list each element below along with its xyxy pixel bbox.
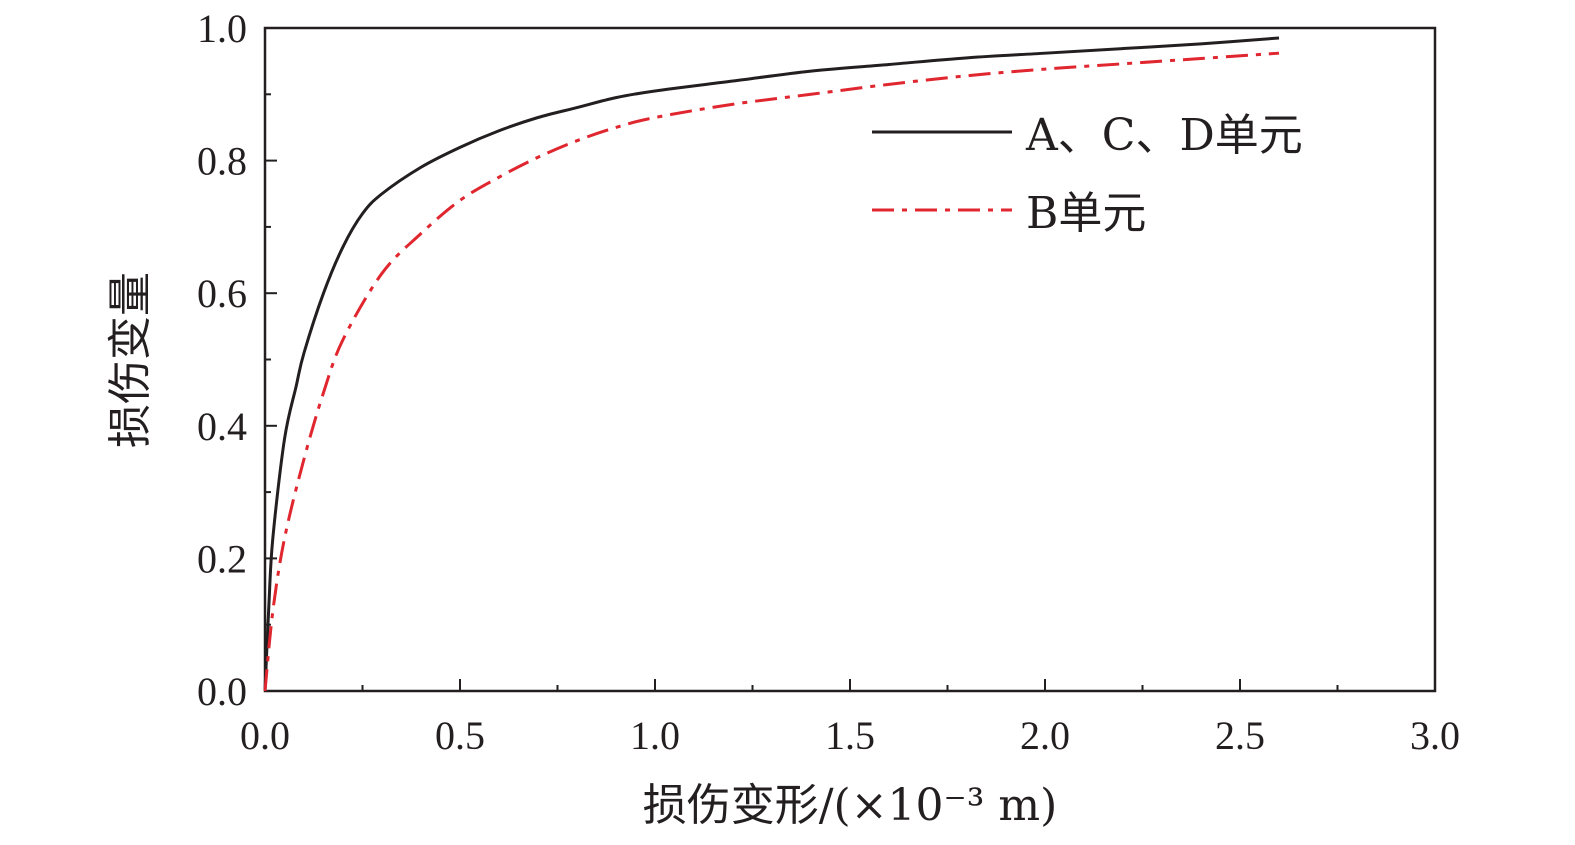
y-tick-label: 0.4 bbox=[197, 404, 247, 449]
legend: A、C、D单元 B单元 bbox=[872, 110, 1303, 239]
y-tick-label: 0.6 bbox=[197, 271, 247, 316]
x-axis-title: 损伤变形/(×10⁻³ m) bbox=[643, 780, 1058, 831]
axis-tick-labels: 0.0 0.5 1.0 1.5 2.0 2.5 3.0 0.0 0.2 0.4 0.6 0.8 1.0 bbox=[197, 6, 1460, 758]
x-tick-label: 2.5 bbox=[1215, 713, 1265, 758]
x-tick-label: 0.0 bbox=[240, 713, 290, 758]
x-tick-label: 2.0 bbox=[1020, 713, 1070, 758]
series-lines bbox=[263, 36, 1280, 692]
legend-label-acd: A、C、D单元 bbox=[1025, 110, 1303, 161]
y-tick-label: 0.0 bbox=[197, 669, 247, 714]
series-line-acd bbox=[263, 36, 1280, 692]
y-tick-label: 0.8 bbox=[197, 139, 247, 184]
legend-label-b: B单元 bbox=[1026, 188, 1146, 239]
x-tick-label: 0.5 bbox=[435, 713, 485, 758]
y-axis-title: 损伤变量 bbox=[105, 272, 156, 448]
y-tick-label: 1.0 bbox=[197, 6, 247, 51]
axis-ticks bbox=[264, 27, 1436, 692]
series-line-b bbox=[263, 51, 1280, 692]
y-tick-label: 0.2 bbox=[197, 536, 247, 581]
x-tick-label: 1.5 bbox=[825, 713, 875, 758]
x-tick-label: 3.0 bbox=[1410, 713, 1460, 758]
x-tick-label: 1.0 bbox=[630, 713, 680, 758]
